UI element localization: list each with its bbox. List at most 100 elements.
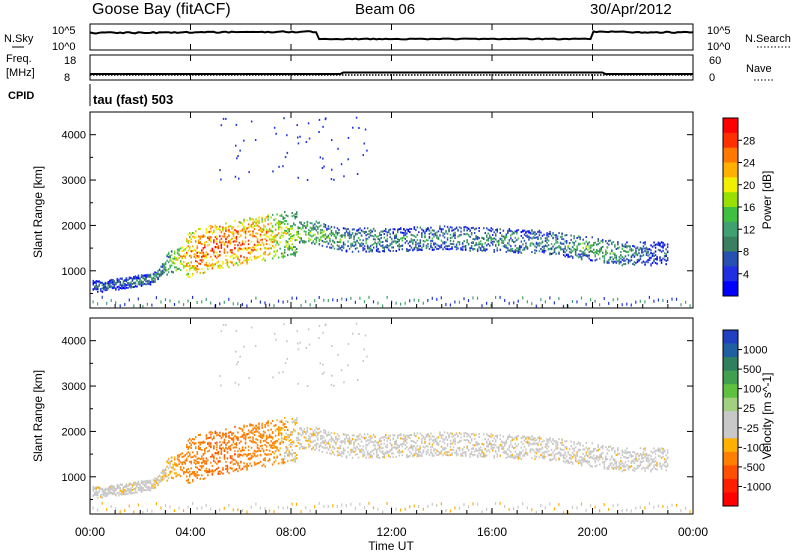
- velocity-cell: [323, 446, 325, 449]
- power-cell: [196, 246, 198, 249]
- power-cell: [211, 225, 214, 228]
- power-cell: [217, 244, 220, 247]
- velocity-cell: [265, 449, 268, 451]
- power-cell: [531, 251, 533, 253]
- power-cell: [261, 238, 263, 241]
- velocity-cell: [487, 434, 489, 437]
- velocity-cell: [273, 441, 275, 443]
- power-cell: [226, 244, 229, 247]
- power-cell: [255, 257, 257, 260]
- power-cell: [217, 264, 220, 267]
- velocity-cell: [189, 445, 191, 448]
- power-cell: [186, 246, 188, 249]
- power-cell: [350, 236, 352, 239]
- velocity-cell: [284, 425, 286, 428]
- velocity-cell: [347, 451, 349, 454]
- power-cell: [250, 234, 253, 237]
- power-cell: [219, 250, 221, 253]
- power-cell: [504, 299, 506, 302]
- date-title: 30/Apr/2012: [590, 1, 672, 18]
- velocity-cell: [383, 439, 385, 441]
- power-cell: [195, 240, 197, 243]
- velocity-cell: [496, 446, 498, 449]
- velocity-cell: [425, 450, 428, 453]
- velocity-cell: [430, 452, 432, 455]
- power-cell: [660, 259, 663, 262]
- velocity-cell: [416, 455, 419, 458]
- power-cell: [538, 244, 541, 247]
- power-cell: [353, 228, 355, 231]
- velocity-cell: [522, 443, 524, 445]
- velocity-cell: [375, 450, 378, 452]
- velocity-cell: [481, 455, 483, 458]
- velocity-cell: [528, 437, 530, 440]
- velocity-cell: [421, 440, 423, 443]
- power-cell: [496, 249, 498, 252]
- velocity-cell: [442, 438, 444, 441]
- velocity-cell: [437, 436, 440, 439]
- power-cell: [202, 236, 205, 238]
- power-cell: [217, 265, 220, 268]
- velocity-cell: [372, 449, 375, 452]
- velocity-cell: [234, 443, 236, 445]
- power-cell: [220, 265, 223, 268]
- power-cell: [290, 239, 292, 242]
- power-cell: [418, 244, 420, 247]
- power-cell: [394, 237, 396, 240]
- power-cell: [252, 235, 254, 238]
- power-cell: [594, 255, 596, 258]
- velocity-cell: [183, 466, 185, 469]
- velocity-cell: [213, 437, 215, 440]
- velocity-cell: [335, 436, 337, 439]
- power-cell: [623, 249, 625, 252]
- power-cell: [229, 238, 232, 241]
- power-cell: [294, 224, 296, 227]
- velocity-cell: [264, 459, 266, 462]
- velocity-cell: [305, 431, 307, 434]
- power-cell: [213, 239, 215, 242]
- velocity-cell: [211, 453, 214, 456]
- velocity-cell: [210, 444, 212, 447]
- power-cell: [685, 300, 687, 304]
- velocity-cell: [348, 453, 351, 456]
- velocity-cell: [238, 455, 241, 458]
- power-cell: [333, 233, 336, 236]
- power-cell: [555, 241, 557, 244]
- power-cell: [558, 297, 560, 301]
- velocity-cell: [320, 444, 322, 447]
- power-cell: [597, 238, 599, 241]
- velocity-cell: [268, 435, 271, 438]
- power-cell: [552, 232, 554, 235]
- velocity-cell: [258, 422, 260, 425]
- velocity-cell: [178, 460, 180, 463]
- power-cell: [202, 253, 205, 256]
- velocity-cell: [404, 439, 407, 442]
- power-cell: [440, 246, 443, 249]
- velocity-cell: [146, 488, 149, 491]
- velocity-cell: [508, 449, 511, 452]
- power-cell: [154, 273, 156, 276]
- power-cell: [258, 256, 260, 259]
- power-cell: [229, 241, 232, 244]
- power-cell: [375, 245, 378, 248]
- power-cell: [287, 229, 289, 232]
- velocity-cell: [187, 447, 189, 450]
- power-cell: [540, 231, 542, 234]
- power-cell: [483, 247, 485, 250]
- velocity-cell: [216, 462, 218, 465]
- power-cell: [273, 235, 275, 237]
- freq-left-tick-bottom: 8: [64, 72, 70, 84]
- velocity-cell: [296, 419, 298, 422]
- velocity-cell: [385, 436, 387, 439]
- velocity-cell: [406, 456, 408, 458]
- velocity-cell: [306, 430, 309, 433]
- power-cell: [644, 247, 646, 250]
- power-cell: [371, 230, 373, 233]
- power-cell: [436, 247, 438, 250]
- velocity-cell: [252, 440, 254, 443]
- power-cell: [189, 236, 191, 238]
- power-cell: [199, 259, 201, 262]
- power-cell: [253, 225, 256, 227]
- velocity-cell: [92, 489, 94, 492]
- power-cell: [493, 231, 495, 234]
